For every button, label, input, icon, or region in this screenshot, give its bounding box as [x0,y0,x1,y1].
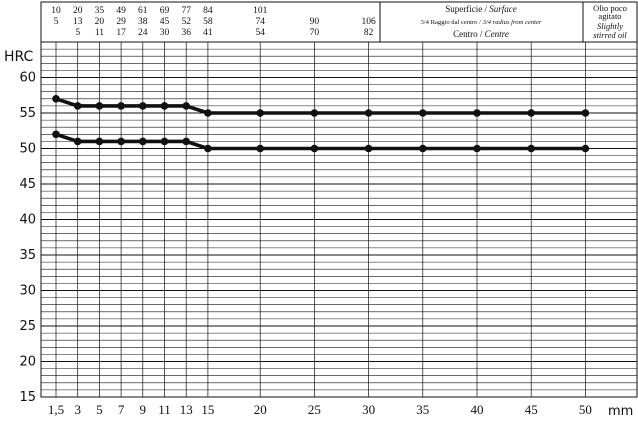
header-value: 70 [310,28,320,38]
header-value: 29 [116,17,126,27]
y-tick-label: 55 [19,106,36,121]
header-value: 61 [138,6,148,16]
data-point [204,144,212,153]
data-point [419,109,427,117]
header-value: 74 [255,17,265,27]
legend-surface: Superficie / Surface [445,4,517,14]
y-tick-label: 45 [19,177,36,192]
data-point [527,109,535,117]
header-value: 35 [95,6,105,16]
data-point [473,109,481,117]
header-value: 20 [95,17,105,27]
data-point [310,109,319,117]
header-value: 11 [95,28,104,38]
header-value: 41 [203,28,213,38]
y-tick-label: 50 [19,142,36,157]
header-value: 84 [203,6,213,16]
quench-line-4: stirred oil [593,30,627,40]
header-value: 38 [138,17,148,27]
data-point [73,137,82,146]
x-tick-label: 30 [362,402,375,417]
header-value: 45 [160,17,170,27]
x-tick-label: 25 [308,402,321,417]
y-tick-label: 35 [19,248,36,263]
header-value: 30 [160,28,170,38]
data-point [95,102,104,110]
x-tick-label: 11 [158,402,171,417]
legend-radius: 3/4 Raggio dal centro / 3/4 radius from … [421,19,542,26]
header-value: 58 [203,17,213,27]
header-value: 5 [54,17,59,27]
header-value: 13 [73,17,83,27]
y-tick-label: 25 [19,319,36,334]
data-point [527,144,535,153]
y-tick-label: 20 [19,355,36,370]
x-axis-label: mm [608,404,633,419]
data-point [473,144,481,153]
header-value: 36 [181,28,191,38]
data-point [256,109,265,117]
data-point [139,137,147,146]
header-value: 69 [160,6,170,16]
x-tick-label: 15 [201,402,214,417]
header-value: 5 [75,28,80,38]
data-point [364,109,373,117]
data-point [256,144,265,153]
data-point [117,102,125,110]
header-value: 101 [253,6,268,16]
x-tick-label: 45 [525,402,538,417]
data-point [182,102,190,110]
x-tick-label: 3 [74,402,81,417]
header-value: 82 [364,28,374,38]
header-value: 17 [116,28,126,38]
data-point [419,144,427,153]
data-point [581,109,590,117]
data-point [204,109,212,117]
x-tick-label: 7 [118,402,125,417]
x-tick-label: 13 [180,402,193,417]
header-value: 10 [51,6,61,16]
quench-line-3: Slightly [597,21,623,31]
data-point [139,102,147,110]
data-point [117,137,125,146]
y-tick-label: 40 [19,213,36,228]
header-value: 49 [116,6,126,16]
quench-line-2: agitato [598,11,621,21]
data-point [310,144,319,153]
data-point [182,137,190,146]
data-point [160,102,169,110]
x-tick-label: 35 [416,402,429,417]
x-tick-label: 20 [254,402,267,417]
data-point [52,130,60,139]
legend-centre: Centro / Centre [453,29,509,39]
header-value: 20 [73,6,83,16]
header-value: 77 [181,6,191,16]
quench-line-1: Olio poco [593,3,627,13]
y-tick-label: 15 [19,390,36,405]
header-value: 90 [310,17,320,27]
data-point [52,95,60,103]
header-value: 24 [138,28,148,38]
y-axis-label: HRC [4,49,34,65]
data-point [73,102,82,110]
x-tick-label: 9 [140,402,147,417]
x-tick-label: 1,5 [48,402,64,417]
header-value: 52 [181,17,191,27]
data-point [581,144,590,153]
data-point [364,144,373,153]
x-tick-label: 5 [96,402,103,417]
header-value: 106 [361,17,376,27]
y-tick-label: 30 [19,284,36,299]
y-tick-label: 60 [19,71,36,86]
x-tick-label: 50 [579,402,592,417]
data-point [95,137,104,146]
header-value: 54 [255,28,265,38]
x-tick-label: 40 [471,402,484,417]
data-point [160,137,169,146]
